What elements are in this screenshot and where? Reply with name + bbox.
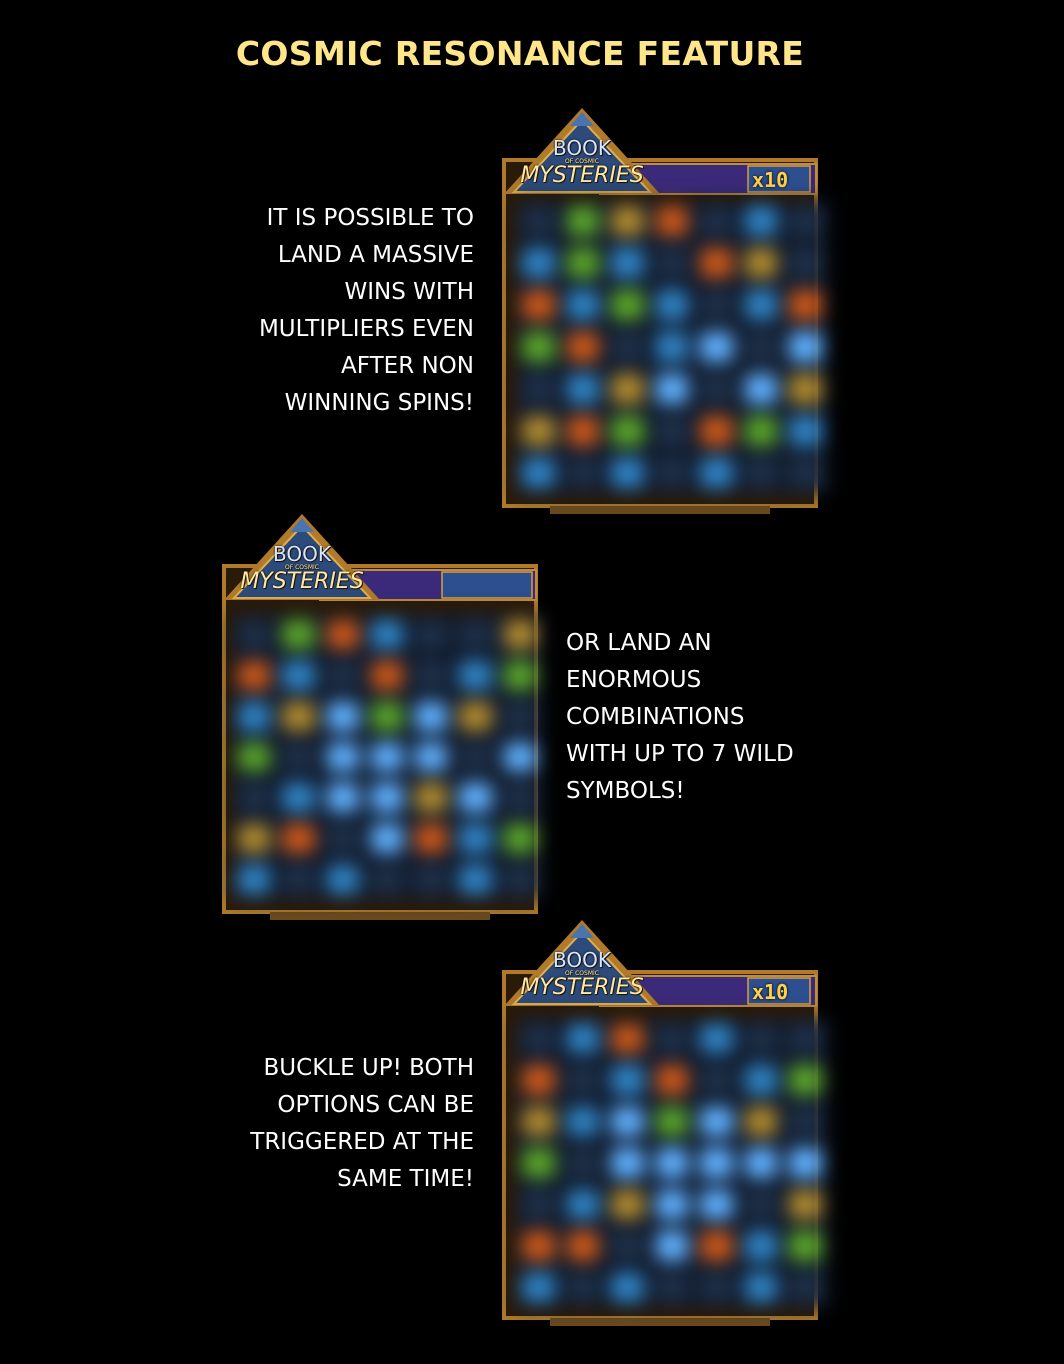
feature-description-2: OR LAND AN ENORMOUS COMBINATIONS WITH UP… [566,630,794,804]
slot-screenshot-2: BOOK OF COSMIC MYSTERIES [220,514,550,924]
feature-description-3: BUCKLE UP! BOTH OPTIONS CAN BE TRIGGERED… [250,1055,474,1192]
blurred-reels [516,1018,828,1308]
blurred-reels [232,614,542,900]
game-logo: BOOK OF COSMIC MYSTERIES [520,136,644,188]
feature-description-1: IT IS POSSIBLE TO LAND A MASSIVE WINS WI… [258,205,474,416]
game-logo: BOOK OF COSMIC MYSTERIES [520,948,644,1000]
page-title: COSMIC RESONANCE FEATURE [235,34,805,73]
blurred-reels [516,200,828,494]
game-logo: BOOK OF COSMIC MYSTERIES [240,542,364,594]
multiplier-badge: x10 [752,168,789,192]
slot-screenshot-1: BOOK OF COSMIC MYSTERIES x10 [500,108,830,518]
multiplier-badge: x10 [752,980,789,1004]
slot-screenshot-3: BOOK OF COSMIC MYSTERIES x10 [500,920,830,1330]
